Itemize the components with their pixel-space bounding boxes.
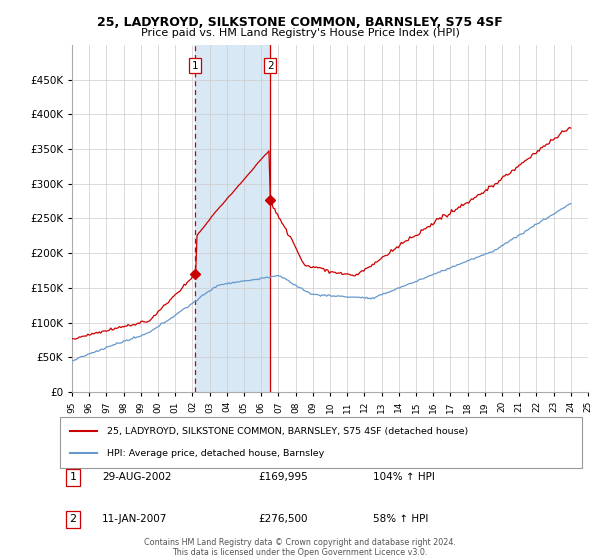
Text: HPI: Average price, detached house, Barnsley: HPI: Average price, detached house, Barn…: [107, 449, 324, 458]
Text: 25, LADYROYD, SILKSTONE COMMON, BARNSLEY, S75 4SF (detached house): 25, LADYROYD, SILKSTONE COMMON, BARNSLEY…: [107, 427, 468, 436]
Text: £276,500: £276,500: [259, 515, 308, 524]
Text: 1: 1: [192, 60, 199, 71]
Text: 58% ↑ HPI: 58% ↑ HPI: [373, 515, 428, 524]
FancyBboxPatch shape: [60, 417, 582, 468]
Text: Contains HM Land Registry data © Crown copyright and database right 2024.
This d: Contains HM Land Registry data © Crown c…: [144, 538, 456, 557]
Text: 104% ↑ HPI: 104% ↑ HPI: [373, 473, 435, 482]
Text: £169,995: £169,995: [259, 473, 308, 482]
Text: 1: 1: [70, 473, 77, 482]
Text: 25, LADYROYD, SILKSTONE COMMON, BARNSLEY, S75 4SF: 25, LADYROYD, SILKSTONE COMMON, BARNSLEY…: [97, 16, 503, 29]
Text: 11-JAN-2007: 11-JAN-2007: [102, 515, 167, 524]
Text: 2: 2: [267, 60, 274, 71]
Text: 29-AUG-2002: 29-AUG-2002: [102, 473, 171, 482]
Text: Price paid vs. HM Land Registry's House Price Index (HPI): Price paid vs. HM Land Registry's House …: [140, 28, 460, 38]
Text: 2: 2: [70, 515, 77, 524]
Bar: [195, 45, 271, 392]
